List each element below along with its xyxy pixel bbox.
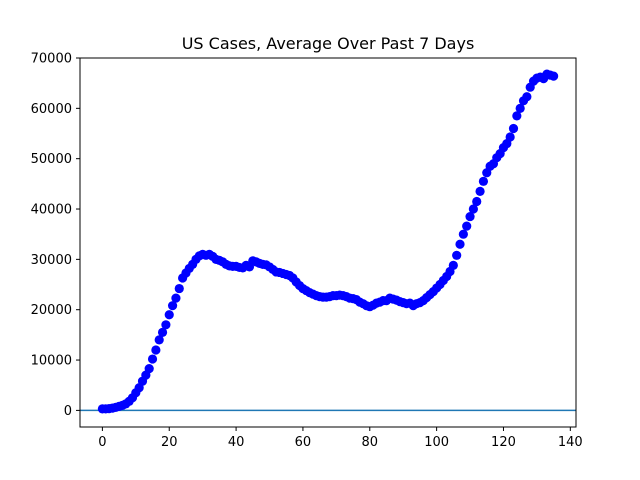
y-tick-label: 0	[64, 404, 72, 419]
y-tick-label: 20000	[31, 303, 72, 318]
data-point	[167, 301, 178, 311]
data-point	[144, 364, 154, 374]
data-point	[475, 186, 485, 197]
data-point	[478, 176, 489, 186]
data-point	[147, 354, 158, 364]
x-tick-label: 0	[98, 435, 106, 450]
y-tick-label: 10000	[31, 354, 72, 369]
data-point	[174, 283, 184, 294]
x-tick-label: 20	[161, 435, 178, 450]
data-point	[472, 196, 482, 207]
x-tick-label: 100	[424, 435, 449, 450]
data-point	[448, 260, 458, 271]
axes-frame	[79, 57, 577, 428]
plot-area: 0 20 40 60 80 100 120 140 0 10000 20000 30000 40000 5…	[31, 52, 583, 451]
y-tick-label: 70000	[31, 52, 72, 67]
data-point	[455, 239, 465, 249]
data-point	[515, 103, 525, 113]
y-tick-label: 40000	[31, 203, 72, 218]
data-point	[549, 71, 559, 81]
x-tick-label: 140	[558, 435, 583, 450]
data-point	[164, 310, 174, 320]
data-point	[462, 221, 472, 231]
data-point	[171, 293, 181, 303]
chart-title: US Cases, Average Over Past 7 Days	[182, 34, 475, 53]
data-point	[458, 229, 468, 239]
y-tick-label: 30000	[31, 253, 72, 268]
data-point	[157, 327, 168, 337]
data-point	[512, 111, 522, 121]
x-tick-label: 40	[228, 435, 245, 450]
x-tick-label: 80	[362, 435, 379, 450]
data-point	[154, 335, 164, 345]
y-tick-label: 60000	[31, 102, 72, 117]
data-point	[508, 123, 519, 134]
data-point	[522, 92, 532, 102]
y-tick-label: 50000	[31, 152, 72, 167]
x-tick-label: 120	[491, 435, 516, 450]
data-point	[452, 250, 462, 260]
data-point	[505, 132, 515, 142]
x-tick-label: 60	[295, 435, 312, 450]
data-point	[161, 320, 171, 330]
data-point	[468, 204, 478, 214]
data-point	[465, 211, 475, 222]
data-point	[151, 345, 161, 355]
